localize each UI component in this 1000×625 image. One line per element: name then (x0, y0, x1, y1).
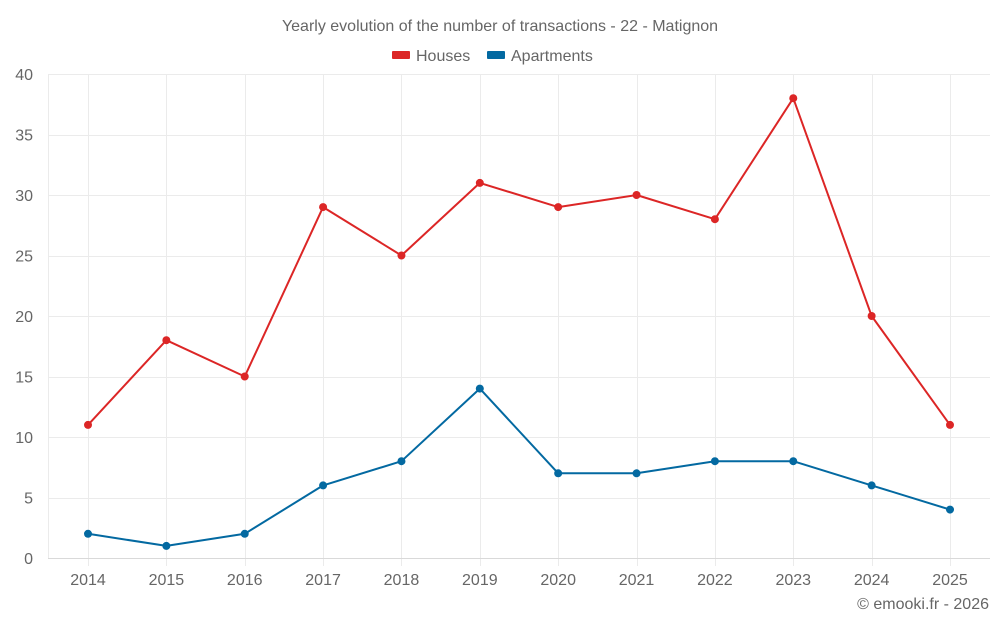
grid (48, 74, 990, 566)
x-tick-label: 2025 (932, 572, 968, 589)
x-tick-label: 2024 (854, 572, 890, 589)
x-tick-label: 2016 (227, 572, 263, 589)
legend-item-apartments[interactable]: Apartments (487, 48, 593, 65)
data-point-apartments[interactable] (240, 529, 249, 538)
y-tick-label: 25 (15, 249, 33, 266)
legend-label-houses: Houses (416, 48, 470, 65)
legend-swatch-houses (392, 51, 410, 59)
legend-item-houses[interactable]: Houses (392, 48, 470, 65)
data-point-apartments[interactable] (397, 457, 406, 466)
series-line-apartments (87, 387, 951, 547)
y-tick-label: 35 (15, 128, 33, 145)
data-point-apartments[interactable] (554, 469, 563, 478)
data-point-apartments[interactable] (319, 481, 328, 490)
data-point-houses[interactable] (475, 178, 484, 187)
data-point-houses[interactable] (710, 215, 719, 224)
data-point-apartments[interactable] (789, 457, 798, 466)
series-houses (84, 94, 954, 429)
x-tick-label: 2014 (70, 572, 106, 589)
data-point-houses[interactable] (240, 372, 249, 381)
data-point-houses[interactable] (319, 203, 328, 212)
legend-swatch-apartments (487, 51, 505, 59)
x-tick-label: 2018 (384, 572, 420, 589)
data-point-houses[interactable] (867, 312, 876, 320)
x-tick-label: 2023 (775, 572, 811, 589)
data-point-houses[interactable] (397, 251, 406, 260)
data-point-apartments[interactable] (162, 541, 171, 550)
series (84, 94, 954, 550)
y-tick-label: 15 (15, 370, 33, 387)
y-tick-label: 10 (15, 430, 33, 447)
x-tick-label: 2017 (305, 572, 341, 589)
data-point-apartments[interactable] (632, 469, 641, 478)
series-apartments (84, 384, 954, 550)
credit-text: © emooki.fr - 2026 (857, 596, 989, 613)
data-point-houses[interactable] (789, 94, 798, 103)
y-tick-label: 30 (15, 188, 33, 205)
x-tick-label: 2022 (697, 572, 733, 589)
chart-title: Yearly evolution of the number of transa… (282, 18, 718, 35)
data-point-apartments[interactable] (710, 457, 719, 466)
legend: Houses Apartments (392, 48, 593, 65)
y-tick-label: 20 (15, 309, 33, 326)
y-tick-label: 5 (24, 491, 33, 508)
data-point-houses[interactable] (946, 420, 954, 429)
data-point-apartments[interactable] (84, 529, 92, 538)
legend-label-apartments: Apartments (511, 48, 593, 65)
data-point-houses[interactable] (632, 191, 641, 199)
data-point-apartments[interactable] (946, 505, 954, 514)
x-tick-label: 2021 (619, 572, 655, 589)
data-point-houses[interactable] (84, 420, 92, 429)
data-point-houses[interactable] (554, 203, 563, 212)
data-point-apartments[interactable] (475, 384, 484, 393)
x-tick-label: 2015 (149, 572, 185, 589)
series-line-houses (87, 97, 951, 426)
y-tick-label: 0 (24, 551, 33, 568)
data-point-houses[interactable] (162, 336, 171, 345)
x-tick-label: 2020 (540, 572, 576, 589)
y-tick-label: 40 (15, 67, 33, 84)
y-axis-ticks: 0 5 10 15 20 25 30 35 40 (15, 67, 33, 568)
x-axis-ticks: 2014 2015 2016 2017 2018 2019 2020 2021 2022 2023… (70, 572, 968, 589)
data-point-apartments[interactable] (867, 481, 876, 490)
x-tick-label: 2019 (462, 572, 498, 589)
